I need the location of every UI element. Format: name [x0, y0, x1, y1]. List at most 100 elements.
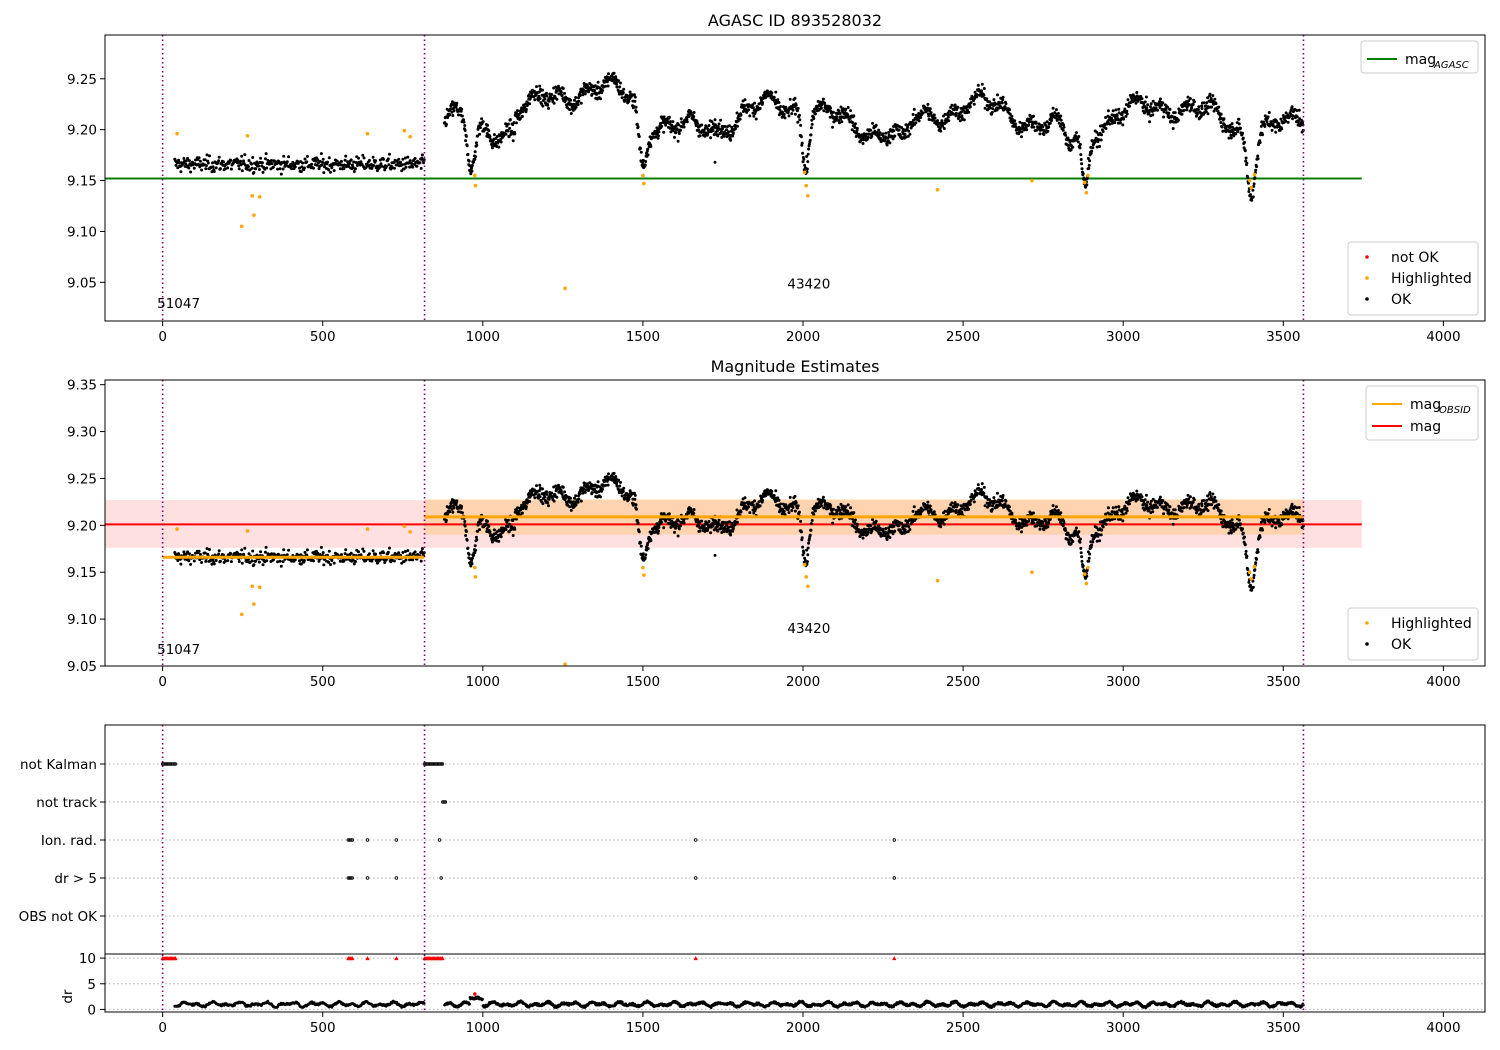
agasc-ok-point — [739, 113, 743, 117]
estimates-ok-point — [617, 478, 620, 482]
estimates-ok-point — [1076, 535, 1080, 539]
agasc-ok-point — [794, 103, 798, 107]
estimates-ok-point — [463, 520, 467, 523]
agasc-ok-point — [890, 134, 894, 138]
estimates-ok-point — [303, 550, 307, 554]
agasc-ok-point — [386, 157, 390, 161]
agasc-ok-point — [1263, 114, 1267, 118]
agasc-ok-point — [912, 107, 916, 111]
estimates-ok-point — [679, 524, 682, 528]
agasc-highlighted-point — [257, 195, 262, 199]
agasc-ok-point — [1098, 145, 1102, 148]
agasc-ok-point — [727, 130, 731, 134]
agasc-ok-point — [985, 97, 989, 101]
agasc-ok-point — [992, 98, 996, 102]
estimates-ok-point — [674, 526, 678, 530]
agasc-ok-point — [621, 91, 625, 95]
agasc-ok-point — [270, 159, 273, 162]
estimates-ok-point — [452, 506, 456, 510]
agasc-ok-point — [1185, 108, 1189, 112]
agasc-ok-point — [343, 158, 347, 162]
agasc-ok-point — [853, 122, 857, 126]
agasc-ok-point — [243, 153, 247, 157]
agasc-xtick-label: 3000 — [1106, 329, 1140, 345]
estimates-ok-point — [223, 559, 227, 563]
estimates-ok-point — [541, 487, 544, 491]
agasc-ok-point — [261, 170, 265, 174]
agasc-ok-point — [926, 102, 930, 106]
agasc-ok-point — [298, 166, 301, 170]
agasc-ok-point — [1196, 111, 1200, 115]
agasc-ok-point — [1239, 126, 1242, 130]
agasc-ok-point — [883, 139, 887, 143]
estimates-ok-point — [799, 519, 803, 523]
agasc-ok-point — [835, 115, 839, 119]
estimates-ok-point — [205, 547, 209, 551]
agasc-ok-point — [1281, 114, 1285, 117]
agasc-ok-point — [1251, 188, 1255, 192]
agasc-ok-point — [927, 114, 931, 118]
agasc-ok-point — [607, 72, 610, 76]
agasc-ok-point — [954, 111, 958, 115]
estimates-ok-point — [507, 530, 511, 534]
agasc-ok-point — [880, 139, 884, 143]
agasc-ok-point — [1234, 132, 1238, 136]
estimates-ok-point — [1090, 543, 1094, 547]
agasc-ok-point — [275, 162, 279, 165]
agasc-ok-point — [1300, 119, 1304, 122]
estimates-ok-point — [578, 492, 582, 496]
estimates-ok-point — [392, 559, 396, 563]
estimates-ok-point — [799, 530, 803, 534]
estimates-ok-point — [1051, 504, 1055, 508]
agasc-ok-point — [508, 126, 512, 130]
estimates-ok-point — [912, 505, 916, 509]
agasc-ok-point — [1059, 118, 1063, 122]
agasc-ok-point — [799, 123, 803, 127]
estimates-ok-point — [805, 560, 809, 564]
agasc-ok-point — [628, 90, 632, 94]
agasc-ok-point — [402, 167, 406, 171]
agasc-ok-point — [1118, 121, 1122, 125]
agasc-ok-point — [487, 129, 491, 133]
estimates-ok-point — [465, 538, 469, 542]
agasc-ok-point — [1250, 198, 1254, 202]
agasc-ok-point — [1176, 118, 1180, 122]
agasc-ok-point — [727, 124, 731, 128]
agasc-ok-point — [1186, 95, 1190, 99]
agasc-ok-point — [1295, 109, 1299, 112]
agasc-xtick-label: 500 — [310, 329, 336, 345]
estimates-ok-point — [810, 519, 814, 522]
agasc-ok-point — [657, 130, 661, 134]
agasc-ok-point — [1087, 166, 1091, 170]
agasc-ok-point — [1097, 138, 1101, 142]
estimates-ok-point — [1208, 491, 1212, 495]
estimates-ok-point — [788, 495, 792, 499]
agasc-ok-point — [524, 108, 528, 111]
estimates-ok-point — [892, 524, 896, 528]
agasc-ok-point — [712, 133, 716, 137]
agasc-ok-point — [812, 117, 816, 120]
agasc-ok-point — [383, 168, 387, 172]
agasc-ok-point — [1106, 109, 1110, 113]
agasc-ok-point — [615, 82, 618, 86]
estimates-ok-point — [327, 549, 331, 553]
agasc-ok-point — [404, 165, 408, 169]
agasc-ok-point — [1084, 185, 1088, 189]
estimates-ok-point — [1111, 506, 1115, 510]
agasc-ok-point — [469, 172, 473, 176]
agasc-ok-point — [695, 119, 699, 123]
agasc-ok-point — [720, 135, 724, 139]
agasc-ok-point — [260, 161, 264, 165]
agasc-ok-point — [776, 98, 780, 102]
estimates-ok-point — [1115, 511, 1119, 514]
agasc-ok-point — [886, 139, 890, 143]
agasc-ok-point — [380, 164, 384, 168]
agasc-ok-point — [1222, 123, 1226, 127]
estimates-ok-point — [1077, 530, 1081, 534]
estimates-ok-point — [259, 550, 263, 554]
agasc-ok-point — [1121, 123, 1125, 127]
agasc-ok-point — [1298, 117, 1302, 121]
agasc-ok-point — [1122, 117, 1126, 121]
agasc-ok-point — [973, 97, 977, 100]
